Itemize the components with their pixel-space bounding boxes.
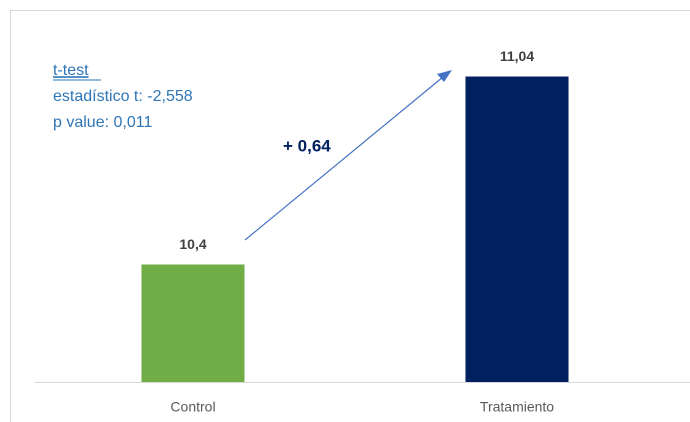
annotation-pvalue: p value: 0,011 xyxy=(53,114,152,131)
arrow-line xyxy=(244,76,444,241)
data-label: 11,04 xyxy=(500,48,534,64)
annotation-difference: + 0,64 xyxy=(283,136,331,155)
bar xyxy=(141,264,245,382)
x-tick-label: Control xyxy=(170,399,215,415)
bar xyxy=(465,76,569,382)
x-tick-label: Tratamiento xyxy=(480,399,554,415)
data-label: 10,4 xyxy=(179,236,206,252)
annotation-statistic: estadístico t: -2,558 xyxy=(53,88,193,105)
arrow-head xyxy=(437,70,452,82)
annotation-title: t-test xyxy=(53,62,89,79)
